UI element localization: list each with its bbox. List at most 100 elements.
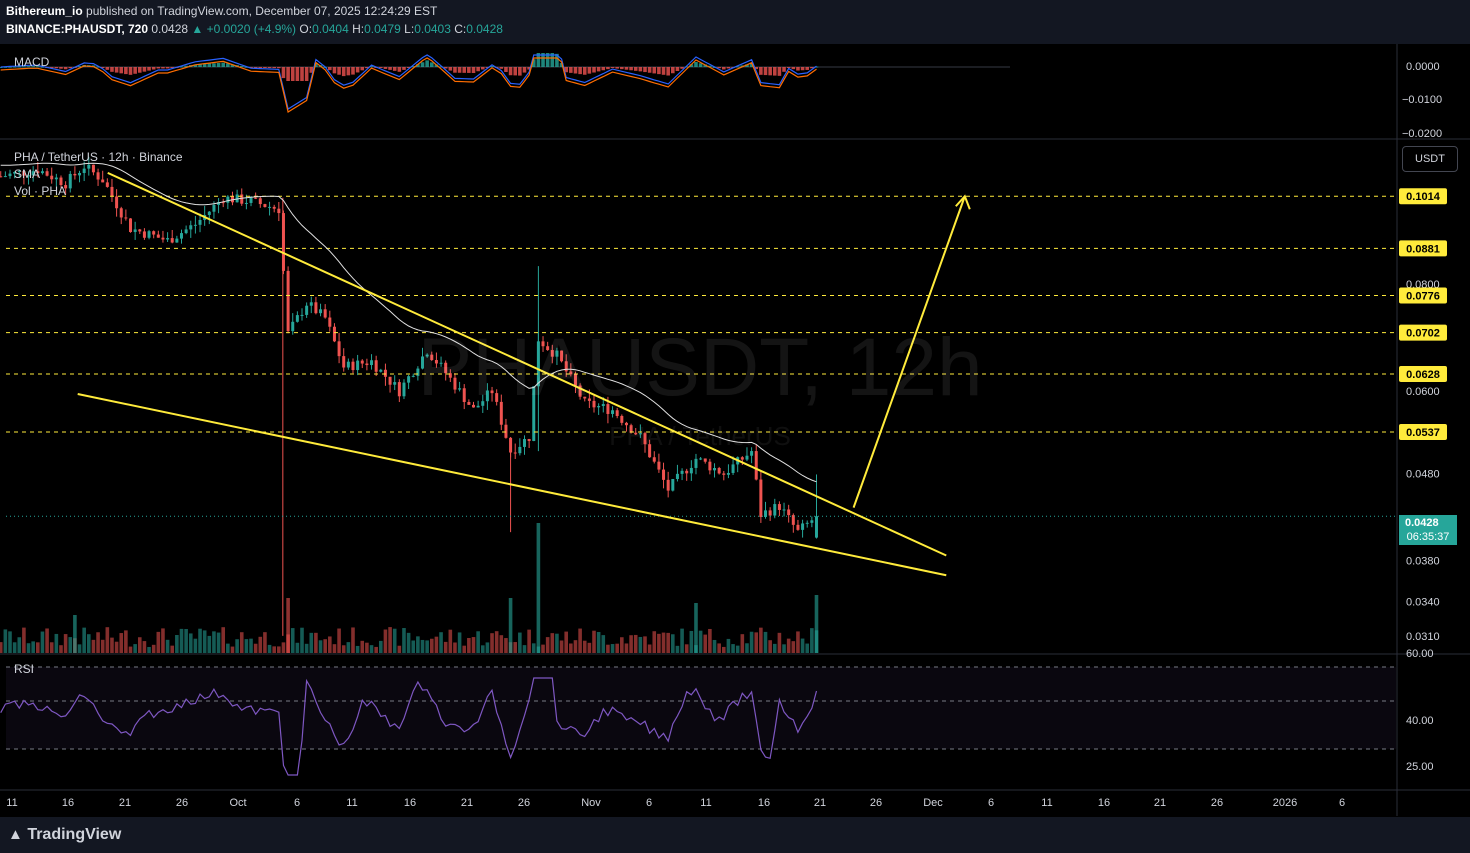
candle-body xyxy=(791,515,795,525)
candle-body xyxy=(59,177,63,186)
bar-countdown: 06:35:37 xyxy=(1399,530,1457,545)
macd-histogram-bar xyxy=(457,67,462,73)
macd-histogram-bar xyxy=(578,67,582,75)
candle-body xyxy=(671,479,675,491)
volume-label[interactable]: Vol · PHA xyxy=(14,184,67,198)
macd-histogram-bar xyxy=(601,67,606,71)
candle-body xyxy=(383,369,387,377)
volume-bar xyxy=(8,631,12,653)
sma-label[interactable]: SMA xyxy=(14,167,41,181)
candle-body xyxy=(648,444,652,458)
currency-button[interactable]: USDT xyxy=(1402,146,1458,172)
volume-bar xyxy=(731,644,735,653)
macd-histogram-bar xyxy=(624,67,629,70)
volume-bar xyxy=(365,642,369,653)
candle-body xyxy=(268,206,272,208)
candle-body xyxy=(397,382,401,397)
volume-bar xyxy=(235,639,239,653)
candle-body xyxy=(453,377,457,390)
macd-histogram-bar xyxy=(587,67,592,74)
macd-histogram-bar xyxy=(721,67,726,70)
candle-body xyxy=(3,176,7,178)
volume-bar xyxy=(754,632,759,653)
macd-histogram-bar xyxy=(124,67,128,75)
macd-tick: −0.0100 xyxy=(1402,94,1443,106)
candle-body xyxy=(411,375,415,377)
publisher-name[interactable]: Bithereum_io xyxy=(6,4,83,18)
macd-histogram-bar xyxy=(508,67,513,76)
macd-histogram-bar xyxy=(355,67,360,73)
volume-bar xyxy=(151,644,156,653)
volume-bar xyxy=(355,645,360,653)
volume-bar xyxy=(360,640,365,653)
macd-histogram-bar xyxy=(22,66,26,68)
candle-body xyxy=(518,446,522,454)
macd-histogram-bar xyxy=(467,67,471,73)
main-pane-title[interactable]: PHA / TetherUS · 12h · Binance xyxy=(14,150,183,164)
volume-bar xyxy=(777,632,782,653)
macd-histogram-bar xyxy=(360,67,365,71)
macd-histogram-bar xyxy=(300,67,304,81)
volume-bar xyxy=(328,636,332,653)
candle-body xyxy=(388,376,392,385)
candle-body xyxy=(365,363,369,366)
volume-bar xyxy=(675,645,680,653)
volume-bar xyxy=(96,632,100,653)
macd-histogram-bar xyxy=(63,67,68,70)
macd-histogram-bar xyxy=(453,67,457,73)
macd-histogram-bar xyxy=(666,67,670,76)
symbol-label[interactable]: BINANCE:PHAUSDT, 720 xyxy=(6,22,149,36)
candle-body xyxy=(124,217,128,219)
rsi-line xyxy=(0,677,818,776)
macd-histogram-bar xyxy=(142,67,147,72)
macd-histogram-bar xyxy=(652,67,657,74)
high-label: H: xyxy=(352,22,365,36)
volume-bar xyxy=(91,639,96,653)
candle-body xyxy=(726,472,730,475)
volume-bar xyxy=(462,645,467,653)
volume-bar xyxy=(592,630,596,653)
candle-body xyxy=(485,390,489,402)
volume-bar xyxy=(383,629,388,653)
candle-body xyxy=(555,350,559,357)
open-label: O: xyxy=(299,22,313,36)
volume-bar xyxy=(490,633,494,653)
candle-body xyxy=(319,309,323,314)
x-tick-label: 11 xyxy=(1041,797,1052,809)
candle-body xyxy=(680,470,684,474)
macd-label[interactable]: MACD xyxy=(14,55,50,69)
macd-histogram-bar xyxy=(402,67,406,70)
macd-histogram-bar xyxy=(392,67,397,71)
macd-histogram-bar xyxy=(328,67,332,71)
rsi-label[interactable]: RSI xyxy=(14,662,35,676)
candle-body xyxy=(564,361,568,372)
candle-body xyxy=(777,504,781,510)
volume-bar xyxy=(272,646,276,653)
change-arrow-icon: ▲ xyxy=(191,22,204,36)
tradingview-logo[interactable]: ▲ TradingView xyxy=(8,826,121,844)
volume-bar xyxy=(786,638,791,653)
macd-histogram-bar xyxy=(40,66,45,68)
candle-body xyxy=(448,373,452,378)
candle-body xyxy=(309,302,313,306)
macd-histogram-bar xyxy=(661,67,666,75)
volume-bar xyxy=(239,632,244,653)
volume-bar xyxy=(569,643,573,653)
volume-bar xyxy=(267,644,272,653)
volume-bar xyxy=(559,640,564,653)
macd-histogram-bar xyxy=(216,62,221,67)
candle-body xyxy=(750,451,754,456)
volume-bar xyxy=(323,639,327,653)
candle-body xyxy=(258,198,262,205)
candle-body xyxy=(22,170,26,176)
macd-histogram-bar xyxy=(346,67,351,76)
x-tick-label: 21 xyxy=(461,797,473,809)
macd-histogram-bar xyxy=(490,65,494,67)
macd-histogram-bar xyxy=(610,67,615,69)
macd-histogram-bar xyxy=(555,53,559,67)
candle-body xyxy=(272,206,276,209)
volume-bar xyxy=(314,632,318,653)
macd-histogram-bar xyxy=(629,67,633,71)
volume-bar xyxy=(165,639,170,653)
